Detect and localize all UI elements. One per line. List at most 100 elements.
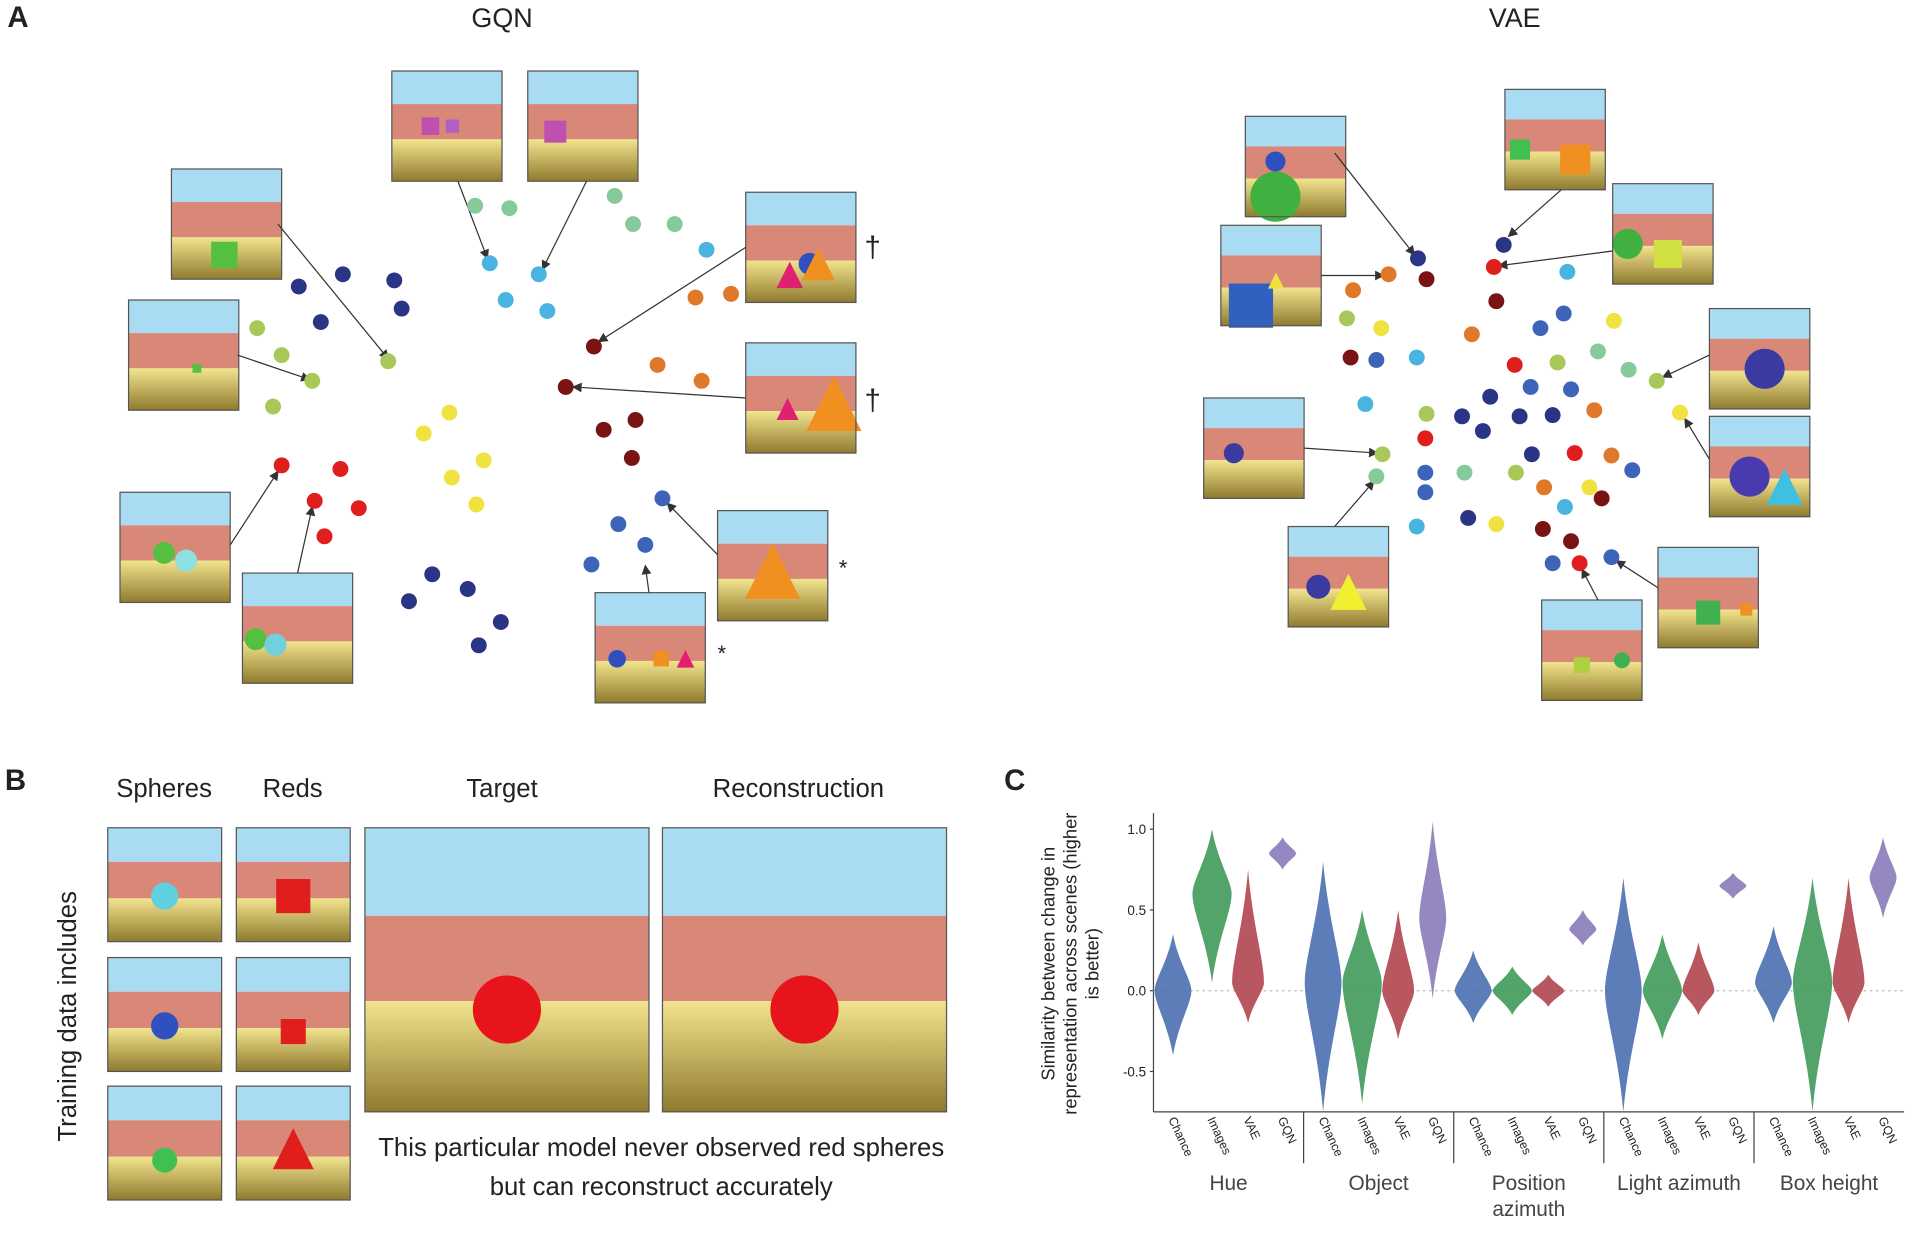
- x-tick-label: Chance: [1766, 1115, 1797, 1159]
- y-tick-label: -0.5: [1123, 1064, 1146, 1079]
- embedding-dot: [1605, 312, 1622, 329]
- tile-border: [1708, 415, 1811, 518]
- violin: [1719, 872, 1747, 899]
- embedding-dot: [649, 356, 666, 373]
- floor: [128, 368, 239, 411]
- embedding-dot: [1566, 445, 1583, 462]
- embedding-dot: [693, 372, 710, 389]
- sky: [717, 510, 828, 544]
- embedding-dot: [273, 457, 290, 474]
- embedding-dot: [1408, 518, 1425, 535]
- embedding-dot: [1549, 354, 1566, 371]
- embedding-dot: [1563, 533, 1579, 550]
- object: [776, 261, 804, 289]
- sky: [527, 71, 638, 105]
- embedding-dot: [1460, 510, 1477, 526]
- column-title: Target: [466, 775, 537, 803]
- caption: This particular model never observed red…: [378, 1133, 945, 1202]
- embedding-dot: [1555, 305, 1572, 322]
- sky: [595, 592, 706, 626]
- embedding-dot: [539, 303, 556, 319]
- embedding-dot: [1506, 356, 1523, 373]
- violin: [1492, 966, 1532, 1015]
- embedding-dot: [1373, 320, 1390, 337]
- tile-border: [170, 168, 283, 280]
- violin: [1604, 877, 1642, 1112]
- embedding-dot: [1495, 236, 1512, 253]
- floor: [391, 139, 503, 182]
- object: [1228, 283, 1274, 328]
- sky: [236, 957, 351, 992]
- wall: [120, 525, 231, 561]
- object: [1509, 139, 1531, 160]
- object: [1653, 239, 1682, 269]
- tile-border: [1287, 525, 1390, 628]
- violin: [1569, 909, 1597, 946]
- floor: [527, 139, 638, 182]
- embedding-dot: [1488, 516, 1505, 533]
- violin: [1869, 837, 1897, 919]
- object: [770, 975, 839, 1044]
- y-tick-label: 0.0: [1127, 984, 1146, 999]
- y-tick-label: 0.5: [1127, 903, 1146, 918]
- sky: [242, 573, 353, 607]
- arrow: [1334, 152, 1416, 256]
- object: [211, 241, 238, 269]
- object: [280, 1019, 306, 1045]
- scene-tile: [594, 592, 706, 704]
- embedding-dot: [1374, 446, 1391, 463]
- embedding-dot: [583, 556, 600, 573]
- scene-tile: [119, 491, 231, 604]
- object: [175, 549, 198, 572]
- sky: [391, 71, 503, 105]
- scene-tile: [241, 572, 354, 684]
- tile-border: [594, 592, 706, 704]
- arrow: [237, 354, 311, 382]
- embedding-dot: [1417, 484, 1434, 501]
- object: [1612, 228, 1643, 259]
- embedding-dot: [497, 292, 514, 308]
- object: [152, 1147, 178, 1173]
- arrow: [1497, 250, 1613, 270]
- embedding-dot: [350, 500, 367, 517]
- x-tick-label: Chance: [1616, 1115, 1647, 1159]
- embedding-dot: [1620, 361, 1637, 378]
- arrow: [277, 223, 389, 360]
- arrow: [1334, 480, 1375, 527]
- tile-border: [527, 70, 639, 182]
- embedding-dot: [585, 338, 602, 355]
- x-tick-label: GQN: [1575, 1115, 1599, 1146]
- object: [264, 633, 287, 656]
- embedding-dot: [468, 496, 485, 513]
- arrow: [1304, 447, 1379, 458]
- marker: †: [864, 231, 880, 264]
- sky: [745, 192, 856, 226]
- embedding-dot: [1454, 408, 1471, 425]
- arrow: [1507, 189, 1562, 238]
- object: [776, 397, 799, 421]
- violin: [1792, 877, 1833, 1112]
- arrow: [641, 564, 652, 593]
- embedding-dot: [687, 289, 704, 306]
- scene-tile: [1657, 546, 1759, 649]
- violin: [1832, 877, 1865, 1024]
- marker: †: [864, 384, 880, 417]
- embedding-dot: [1474, 423, 1491, 439]
- object: [1223, 443, 1244, 464]
- object: [1766, 468, 1803, 505]
- sky: [1245, 116, 1346, 147]
- sky: [107, 1086, 222, 1121]
- tile-border: [235, 827, 351, 943]
- arrow: [457, 181, 489, 260]
- embedding-dot: [1357, 396, 1374, 413]
- arrow: [1661, 354, 1710, 378]
- x-tick-label: GQN: [1725, 1115, 1749, 1146]
- violin: [1192, 829, 1232, 983]
- tile-border: [241, 572, 354, 684]
- scene-tile: [235, 1085, 351, 1201]
- embedding-dot: [304, 372, 321, 389]
- sky: [1504, 89, 1606, 120]
- arrow: [1615, 560, 1659, 589]
- embedding-dot: [1418, 405, 1435, 422]
